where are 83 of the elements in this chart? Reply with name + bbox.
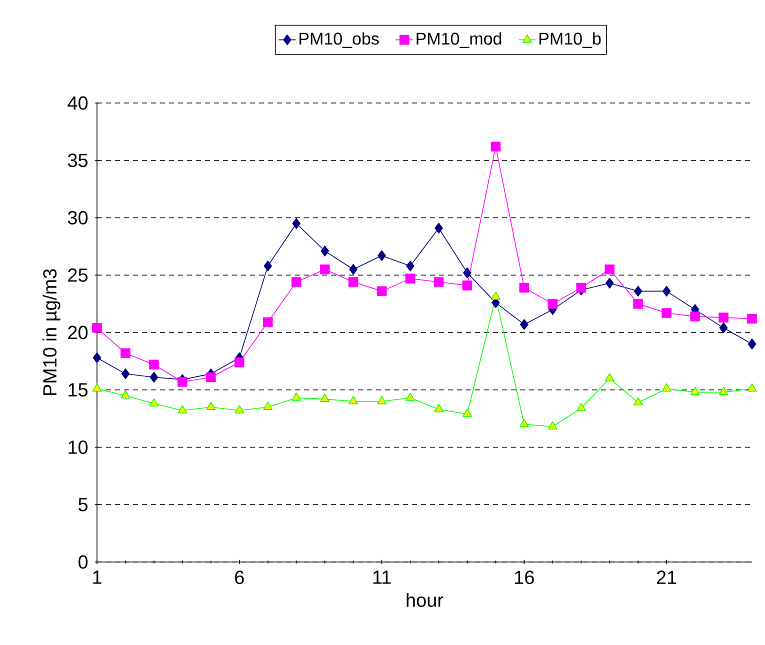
point <box>348 396 358 404</box>
point <box>548 298 558 309</box>
point <box>121 368 130 380</box>
point <box>490 142 501 152</box>
point <box>178 376 188 387</box>
point <box>690 312 700 322</box>
point <box>634 286 642 297</box>
y-tick-label: 10 <box>68 440 88 454</box>
point <box>320 264 330 274</box>
point <box>206 372 216 382</box>
point <box>747 314 757 324</box>
point <box>92 323 102 333</box>
y-tick-label: 0 <box>78 555 88 569</box>
point <box>263 402 273 410</box>
point <box>292 218 301 229</box>
legend-label: PM10_obs <box>300 32 379 48</box>
legend-label: PM10_mod <box>416 32 502 48</box>
y-tick-label: 30 <box>68 211 88 224</box>
point <box>434 222 443 234</box>
point <box>264 260 272 272</box>
point <box>662 383 672 392</box>
point <box>662 308 672 318</box>
point <box>348 277 358 287</box>
point <box>120 390 130 399</box>
point <box>576 402 586 412</box>
point <box>405 274 416 284</box>
point <box>718 386 728 396</box>
point <box>406 260 414 272</box>
point <box>604 373 614 382</box>
point <box>747 383 757 392</box>
y-tick-label: 25 <box>68 268 88 282</box>
x-axis-title: hour <box>406 592 444 607</box>
point <box>377 396 387 404</box>
point <box>633 397 643 406</box>
point <box>719 322 728 334</box>
y-axis-title: PM10 in µg/m3 <box>42 269 60 396</box>
point <box>490 292 500 300</box>
point <box>463 267 472 278</box>
point <box>604 264 615 274</box>
point <box>662 286 671 297</box>
point <box>690 386 700 396</box>
point <box>149 360 159 370</box>
point <box>320 394 330 402</box>
point <box>234 357 244 368</box>
x-tick-label: 21 <box>656 570 676 584</box>
point <box>548 421 558 430</box>
point <box>633 298 643 309</box>
point <box>462 408 472 417</box>
point <box>149 398 159 407</box>
point <box>718 312 728 322</box>
point <box>150 372 158 383</box>
point <box>406 392 415 401</box>
y-tick-label: 35 <box>68 154 88 168</box>
point <box>120 348 130 358</box>
point <box>262 317 273 328</box>
point <box>462 280 472 290</box>
point <box>178 405 188 414</box>
point <box>576 282 586 293</box>
y-tick-label: 5 <box>78 498 88 512</box>
point <box>291 277 302 287</box>
point <box>519 282 530 293</box>
point <box>605 278 614 289</box>
legend-label: PM10_b <box>540 32 601 48</box>
point <box>92 352 102 364</box>
y-tick-label: 15 <box>68 383 88 397</box>
point <box>206 402 216 410</box>
point <box>349 264 358 275</box>
point <box>378 250 386 262</box>
point <box>234 405 244 414</box>
point <box>292 392 302 401</box>
x-tick-label: 16 <box>515 570 534 584</box>
x-tick-label: 11 <box>373 570 391 584</box>
point <box>520 319 528 330</box>
x-tick-label: 1 <box>93 570 102 584</box>
point <box>434 404 444 412</box>
point <box>748 338 756 350</box>
point <box>320 246 329 256</box>
point <box>434 277 444 287</box>
point <box>376 286 387 296</box>
y-tick-label: 20 <box>68 326 88 340</box>
point <box>519 418 529 428</box>
x-tick-label: 6 <box>235 570 244 584</box>
y-tick-label: 40 <box>68 96 88 110</box>
